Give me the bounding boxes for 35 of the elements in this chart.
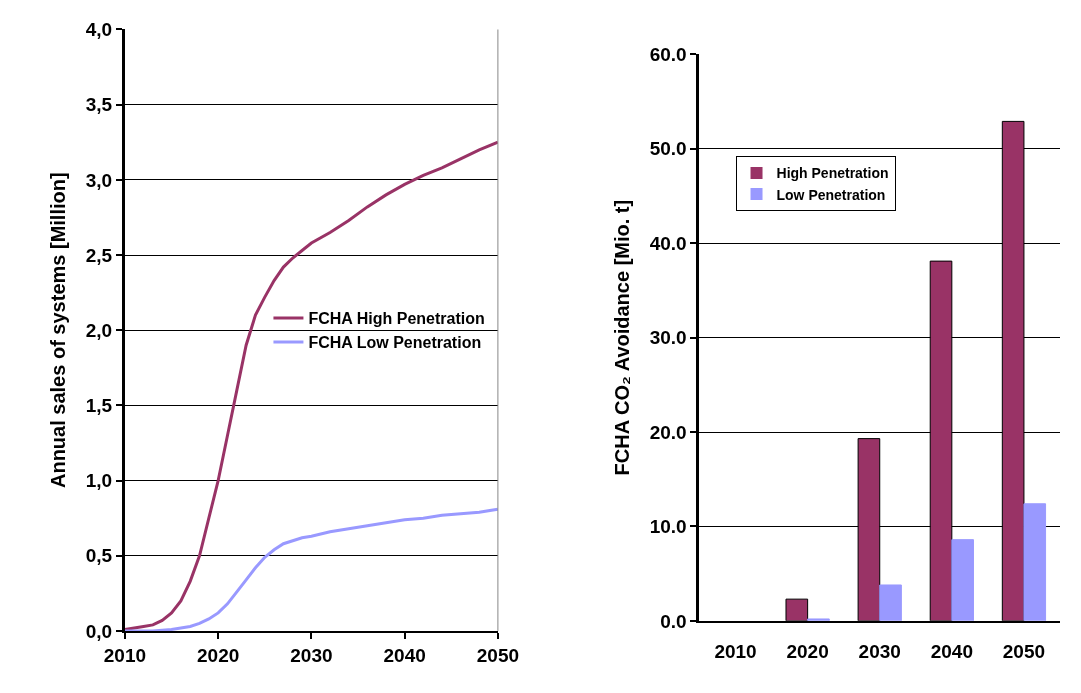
- y-tick-label: 30.0: [649, 327, 687, 349]
- legend-label: FCHA Low Penetration: [308, 334, 482, 352]
- x-tick-label: 2020: [197, 644, 240, 666]
- legend-label: FCHA High Penetration: [308, 310, 485, 328]
- y-tick-label: 20.0: [649, 421, 687, 443]
- y-tick-label: 10.0: [649, 516, 687, 538]
- x-tick-label: 2030: [290, 644, 333, 666]
- y-tick-label: 3,5: [85, 94, 113, 116]
- bar: [879, 584, 902, 621]
- y-axis-title: Annual sales of systems [Million]: [47, 172, 70, 489]
- bar: [951, 539, 974, 621]
- y-tick-label: 3,0: [85, 169, 113, 191]
- y-tick-label: 0,5: [85, 545, 113, 567]
- x-tick-label: 2020: [786, 640, 829, 662]
- y-tick-label: 0,0: [85, 620, 113, 642]
- y-axis-title: FCHA CO₂ Avoidance [Mio. t]: [611, 199, 634, 476]
- x-tick-label: 2030: [858, 640, 901, 662]
- x-tick-label: 2050: [476, 644, 520, 666]
- x-tick-label: 2040: [930, 640, 973, 662]
- y-tick-label: 0.0: [660, 610, 687, 632]
- legend-label: High Penetration: [776, 165, 889, 182]
- y-tick-label: 40.0: [649, 232, 687, 254]
- legend-label: Low Penetration: [776, 186, 886, 203]
- bar: [1023, 503, 1047, 621]
- x-tick-label: 2050: [1002, 640, 1046, 662]
- y-tick-label: 1,5: [85, 395, 113, 417]
- y-tick-label: 50.0: [649, 138, 687, 160]
- x-tick-label: 2010: [103, 644, 147, 666]
- y-tick-label: 60.0: [649, 44, 687, 65]
- y-tick-label: 1,0: [85, 470, 113, 492]
- x-tick-label: 2010: [714, 640, 757, 662]
- x-tick-label: 2040: [383, 644, 426, 666]
- y-tick-label: 2,5: [85, 244, 113, 266]
- y-tick-label: 4,0: [85, 19, 113, 41]
- y-tick-label: 2,0: [85, 319, 113, 341]
